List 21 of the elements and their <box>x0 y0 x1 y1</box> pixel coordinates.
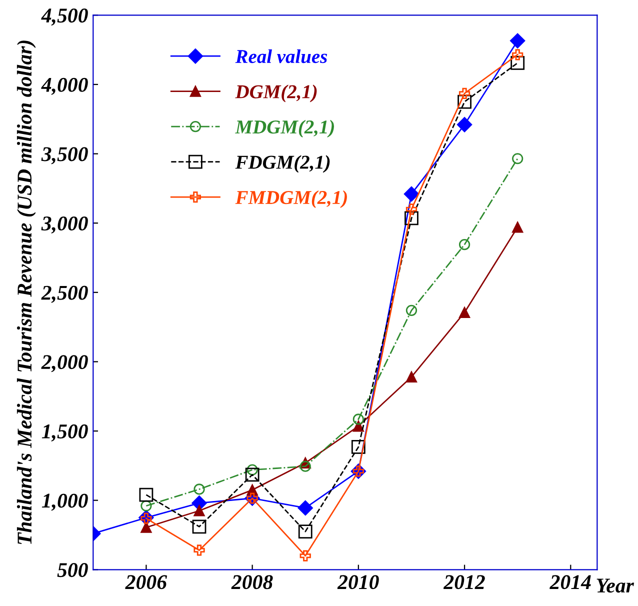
x-tick-label: 2010 <box>337 575 379 590</box>
x-tick-label: 2012 <box>443 575 485 590</box>
y-tick-label: 3,500 <box>41 147 88 164</box>
legend-label: MDGM(2,1) <box>235 120 334 138</box>
y-tick-label: 4,500 <box>41 8 88 26</box>
x-axis-title: Year <box>596 578 634 593</box>
legend-label: Real values <box>235 49 328 64</box>
legend-label: DGM(2,1) <box>235 84 317 102</box>
x-tick-label: 2008 <box>231 575 273 590</box>
y-tick-label: 500 <box>57 563 88 578</box>
x-tick-label: 2014 <box>550 575 591 590</box>
y-tick-label: 3,000 <box>41 216 88 234</box>
y-tick-label: 2,500 <box>41 286 88 303</box>
y-tick-label: 1,500 <box>42 424 88 442</box>
y-tick-label: 2,000 <box>41 355 88 372</box>
legend-label: FDGM(2,1) <box>235 155 330 173</box>
y-tick-label: 4,000 <box>41 78 88 95</box>
y-axis-title: Thailand's Medical Tourism Revenue (USD million dollar) <box>16 40 36 544</box>
y-tick-label: 1,000 <box>42 494 88 511</box>
x-tick-label: 2006 <box>125 575 168 590</box>
legend-label: FMDGM(2,1) <box>235 190 347 208</box>
